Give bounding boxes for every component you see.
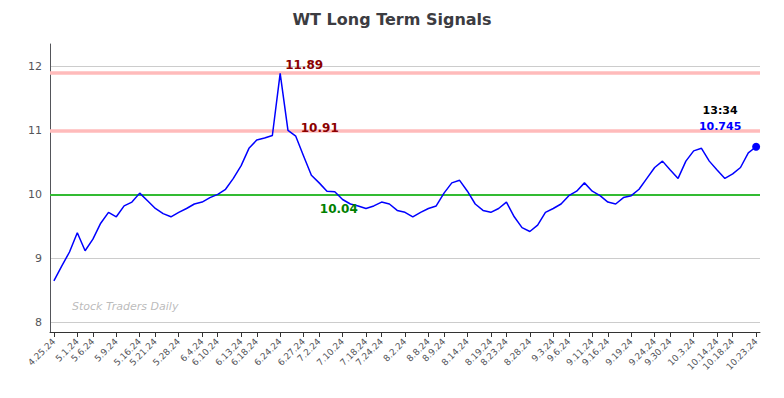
- svg-text:7.18.24: 7.18.24: [338, 336, 370, 368]
- svg-text:5.28.24: 5.28.24: [151, 336, 183, 368]
- svg-text:7.24.24: 7.24.24: [354, 336, 386, 368]
- svg-text:9.19.24: 9.19.24: [603, 336, 635, 368]
- svg-text:6.10.24: 6.10.24: [190, 336, 222, 368]
- svg-text:5.6.24: 5.6.24: [69, 336, 96, 363]
- svg-text:9.30.24: 9.30.24: [642, 336, 674, 368]
- svg-text:10.3.24: 10.3.24: [665, 336, 698, 368]
- svg-text:10.04: 10.04: [320, 202, 358, 216]
- svg-text:9.6.24: 9.6.24: [545, 336, 573, 364]
- svg-text:8.9.24: 8.9.24: [420, 336, 448, 364]
- svg-text:5.9.24: 5.9.24: [92, 336, 120, 364]
- svg-text:9: 9: [35, 252, 42, 265]
- svg-text:6.18.24: 6.18.24: [229, 336, 261, 368]
- svg-text:8.8.24: 8.8.24: [404, 336, 432, 364]
- svg-text:8.2.24: 8.2.24: [381, 336, 408, 363]
- svg-text:6.27.24: 6.27.24: [275, 336, 308, 368]
- svg-text:6.13.24: 6.13.24: [213, 336, 245, 368]
- svg-text:13:34: 13:34: [703, 104, 738, 117]
- svg-text:7.10.24: 7.10.24: [314, 336, 347, 368]
- svg-text:10.745: 10.745: [699, 120, 741, 133]
- svg-text:11.89: 11.89: [285, 58, 323, 72]
- svg-text:6.24.24: 6.24.24: [252, 336, 284, 368]
- svg-text:10.23.24: 10.23.24: [724, 336, 760, 372]
- svg-text:5.16.24: 5.16.24: [111, 336, 144, 368]
- svg-text:8.23.24: 8.23.24: [478, 336, 510, 368]
- svg-text:8.19.24: 8.19.24: [463, 336, 495, 368]
- svg-text:10: 10: [28, 188, 42, 201]
- svg-text:4.25.24: 4.25.24: [26, 336, 58, 368]
- svg-text:8.14.24: 8.14.24: [439, 336, 471, 368]
- svg-text:8.28.24: 8.28.24: [502, 336, 534, 368]
- svg-text:11: 11: [28, 124, 42, 137]
- svg-text:10.91: 10.91: [301, 121, 339, 135]
- svg-text:8: 8: [35, 316, 42, 329]
- svg-text:6.4.24: 6.4.24: [178, 336, 206, 364]
- svg-text:9.11.24: 9.11.24: [564, 336, 596, 368]
- svg-text:7.2.24: 7.2.24: [295, 336, 323, 364]
- svg-text:9.24.24: 9.24.24: [626, 336, 659, 368]
- svg-text:5.1.24: 5.1.24: [53, 336, 81, 364]
- svg-text:WT Long Term Signals: WT Long Term Signals: [292, 10, 491, 29]
- svg-text:10.18.24: 10.18.24: [700, 336, 737, 372]
- svg-text:10.14.24: 10.14.24: [685, 336, 721, 372]
- svg-text:Stock Traders Daily: Stock Traders Daily: [72, 300, 179, 313]
- svg-text:9.16.24: 9.16.24: [580, 336, 612, 368]
- svg-text:9.3.24: 9.3.24: [529, 336, 557, 364]
- svg-text:12: 12: [28, 60, 42, 73]
- svg-text:5.21.24: 5.21.24: [127, 336, 159, 368]
